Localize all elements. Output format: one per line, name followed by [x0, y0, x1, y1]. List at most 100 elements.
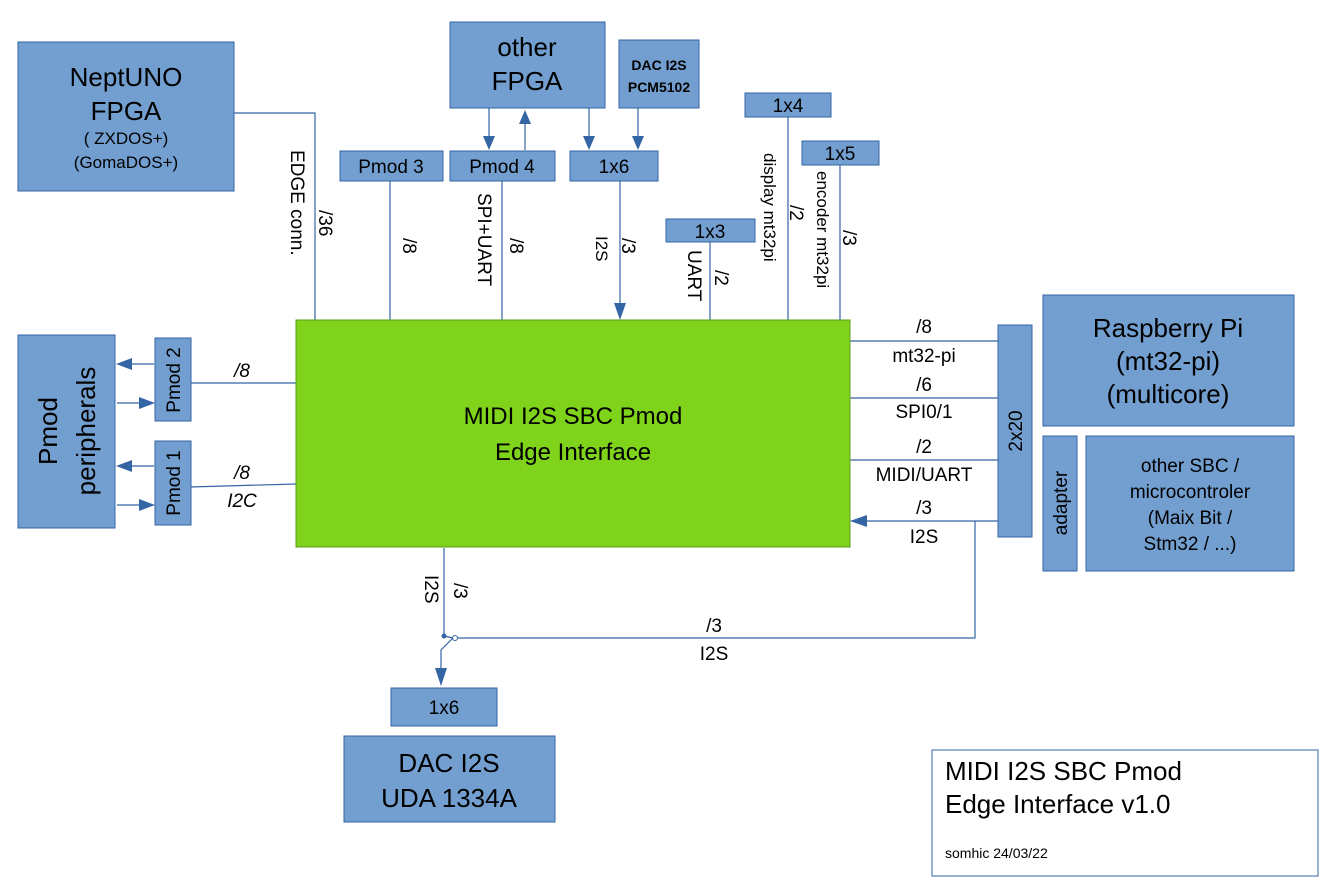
display-count-label: /2: [785, 205, 806, 221]
wires: [117, 108, 998, 670]
arrow-down: [483, 136, 495, 150]
header-2x20: 2x20: [997, 324, 1033, 538]
switch-node: [452, 635, 458, 641]
other-fpga-line-1: other: [497, 32, 557, 62]
uart-count-label: /2: [710, 270, 731, 286]
raspberry-pi-title: Raspberry Pi: [1093, 313, 1243, 343]
edge-name-label: EDGE conn.: [286, 150, 307, 256]
neptuno-fpga-block: NeptUNO FPGA ( ZXDOS+) (GomaDOS+): [17, 41, 235, 192]
pmod4-name-label: SPI+UART: [473, 193, 494, 286]
arrow-down: [632, 136, 644, 150]
pmod-peripherals-line-2: peripherals: [71, 367, 101, 496]
dac-uda1334a-block: DAC I2S UDA 1334A: [343, 735, 556, 823]
arrow-down: [435, 668, 447, 686]
i2s-right-count-label: /3: [916, 498, 932, 519]
midi-name-label: MIDI/UART: [876, 465, 973, 486]
arrow-left: [116, 460, 132, 472]
edge-count-label: /36: [314, 210, 335, 236]
i2s-down-name-label: I2S: [420, 575, 441, 604]
arrow-down: [614, 303, 626, 320]
raspberry-pi-block: Raspberry Pi (mt32-pi) (multicore): [1042, 294, 1295, 427]
edge-connector-wire: [234, 112, 316, 320]
i2s-bottom-name-label: I2S: [700, 644, 729, 665]
pmod1-count-label: /8: [232, 463, 250, 484]
i2s-right-name-label: I2S: [910, 527, 939, 548]
pmod4-header: Pmod 4: [449, 150, 556, 182]
pmod-peripherals-line-1: Pmod: [33, 397, 63, 465]
raspberry-pi-note: (multicore): [1107, 379, 1230, 409]
pmod-peripherals-block: Pmod peripherals: [17, 334, 116, 529]
other-sbc-line-4: Stm32 / ...): [1144, 534, 1237, 555]
arrow-left: [850, 515, 867, 527]
neptuno-variant-1: ( ZXDOS+): [84, 129, 169, 148]
dac-pcm-line-2: PCM5102: [628, 79, 690, 95]
i2s-top-name-label: I2S: [592, 236, 611, 262]
midi-count-label: /2: [916, 437, 932, 458]
core-title-line-1: MIDI I2S SBC Pmod: [464, 403, 683, 430]
other-fpga-line-2: FPGA: [492, 66, 563, 96]
adapter-block: adapter: [1042, 435, 1078, 572]
header-1x4: 1x4: [744, 92, 832, 118]
uart-name-label: UART: [683, 250, 704, 302]
header-1x6-bottom-label: 1x6: [429, 698, 460, 719]
pmod3-count-label: /8: [398, 238, 419, 254]
i2s-switch-wire: [440, 635, 455, 670]
spi-count-label: /6: [916, 375, 932, 396]
other-sbc-line-2: microcontroler: [1130, 482, 1251, 503]
core-title-line-2: Edge Interface: [495, 439, 651, 466]
bus-labels: /36 EDGE conn. /8 /8 SPI+UART /3 I2S /2 …: [227, 150, 973, 665]
spi-name-label: SPI0/1: [895, 402, 952, 423]
neptuno-subtitle: FPGA: [91, 96, 162, 126]
i2s-bottom-wire: [455, 521, 976, 639]
pmod3-header: Pmod 3: [339, 150, 444, 182]
pmod4-count-label: /8: [505, 238, 526, 254]
title-block: MIDI I2S SBC Pmod Edge Interface v1.0 so…: [931, 749, 1319, 877]
header-1x6-top: 1x6: [569, 150, 659, 182]
encoder-count-label: /3: [838, 230, 859, 246]
core-interface-block: MIDI I2S SBC Pmod Edge Interface: [295, 319, 851, 548]
dac-uda-line-1: DAC I2S: [398, 748, 499, 778]
header-1x3: 1x3: [665, 218, 756, 243]
pmod1-name-label: I2C: [227, 491, 257, 512]
dac-pcm-line-1: DAC I2S: [631, 57, 686, 73]
arrow-left: [116, 358, 132, 370]
header-1x6-top-label: 1x6: [599, 157, 630, 178]
other-sbc-block: other SBC / microcontroler (Maix Bit / S…: [1085, 435, 1295, 572]
arrowheads: [116, 110, 867, 686]
header-1x5-label: 1x5: [825, 144, 856, 165]
other-sbc-line-1: other SBC /: [1141, 456, 1240, 477]
i2s-bottom-count-label: /3: [706, 616, 722, 637]
neptuno-variant-2: (GomaDOS+): [74, 153, 178, 172]
display-name-label: display mt32pi: [760, 153, 779, 262]
neptuno-title: NeptUNO: [70, 62, 183, 92]
adapter-label: adapter: [1051, 470, 1072, 535]
arrow-up: [519, 110, 531, 124]
switch-node: [441, 633, 447, 639]
other-fpga-block: other FPGA: [449, 21, 606, 109]
mt32-name-label: mt32-pi: [892, 346, 955, 367]
header-1x5: 1x5: [801, 140, 880, 166]
header-1x3-label: 1x3: [695, 222, 726, 243]
header-1x6-bottom: 1x6: [390, 687, 498, 727]
title-block-line-2: Edge Interface v1.0: [945, 789, 1170, 819]
arrow-right: [139, 499, 155, 511]
title-block-author: somhic 24/03/22: [945, 845, 1048, 861]
i2s-down-count-label: /3: [449, 583, 470, 599]
pmod2-count-label: /8: [232, 361, 250, 382]
pmod1-wire: [189, 483, 297, 488]
dac-pcm5102-block: DAC I2S PCM5102: [618, 39, 700, 109]
title-block-line-1: MIDI I2S SBC Pmod: [945, 756, 1182, 786]
pmod1-label: Pmod 1: [164, 450, 185, 515]
header-1x4-label: 1x4: [773, 96, 804, 117]
arrow-right: [139, 397, 155, 409]
pmod1-header: Pmod 1: [154, 440, 192, 526]
i2s-top-count-label: /3: [617, 238, 638, 254]
pmod2-header: Pmod 2: [154, 337, 192, 422]
other-sbc-line-3: (Maix Bit /: [1148, 508, 1233, 529]
pmod2-label: Pmod 2: [164, 347, 185, 412]
encoder-name-label: encoder mt32pi: [813, 171, 832, 288]
pmod3-label: Pmod 3: [358, 157, 423, 178]
raspberry-pi-subtitle: (mt32-pi): [1116, 346, 1220, 376]
dac-uda-line-2: UDA 1334A: [381, 783, 518, 813]
